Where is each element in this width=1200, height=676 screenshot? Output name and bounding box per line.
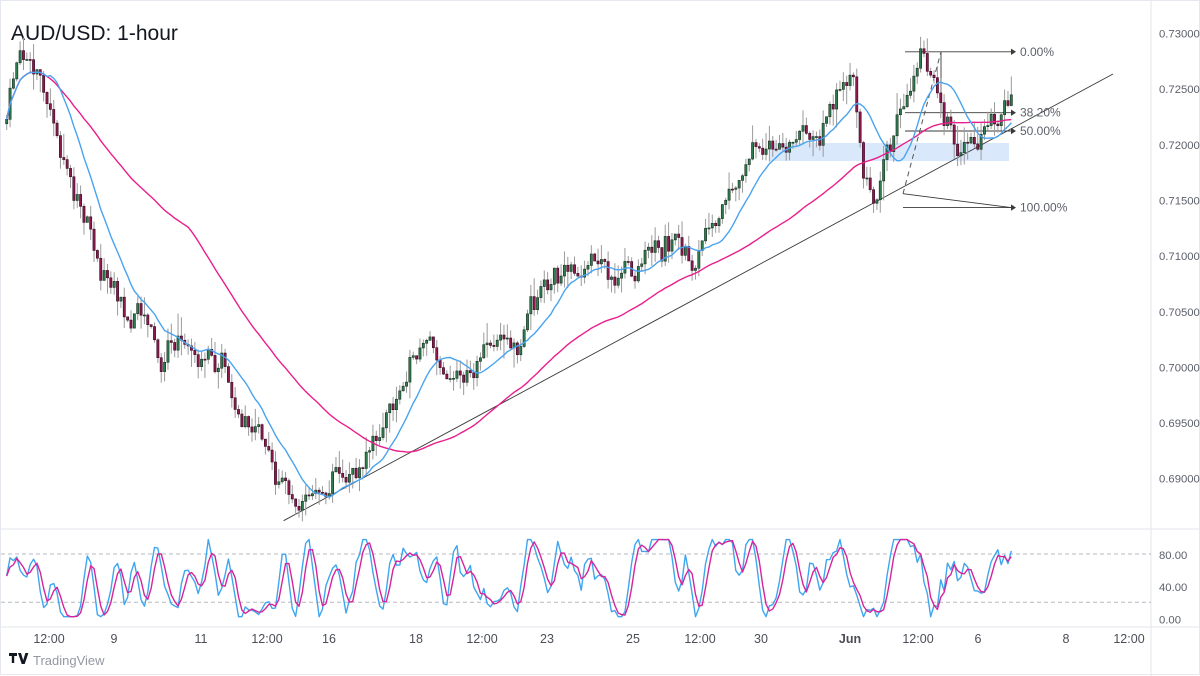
svg-text:0.71000: 0.71000 [1159,251,1200,263]
svg-text:18: 18 [409,632,423,646]
svg-text:100.00%: 100.00% [1020,201,1068,215]
svg-text:0.00: 0.00 [1159,614,1181,626]
svg-text:12:00: 12:00 [33,632,64,646]
svg-text:0.69500: 0.69500 [1159,418,1200,430]
svg-text:12:00: 12:00 [902,632,933,646]
svg-text:0.69000: 0.69000 [1159,474,1200,486]
svg-text:0.71500: 0.71500 [1159,195,1200,207]
svg-text:9: 9 [111,632,118,646]
svg-text:12:00: 12:00 [684,632,715,646]
svg-text:0.72000: 0.72000 [1159,140,1200,152]
svg-text:0.72500: 0.72500 [1159,84,1200,96]
svg-text:12:00: 12:00 [1113,632,1144,646]
svg-text:25: 25 [626,632,640,646]
svg-text:0.70000: 0.70000 [1159,362,1200,374]
svg-text:40.00: 40.00 [1159,582,1187,594]
svg-text:0.00%: 0.00% [1020,45,1054,59]
svg-text:50.00%: 50.00% [1020,124,1061,138]
svg-text:80.00: 80.00 [1159,550,1187,562]
svg-text:11: 11 [195,632,208,646]
svg-text:Jun: Jun [839,632,861,646]
svg-text:0.70500: 0.70500 [1159,307,1200,319]
svg-text:12:00: 12:00 [466,632,497,646]
svg-text:6: 6 [975,632,982,646]
svg-text:23: 23 [540,632,554,646]
svg-text:30: 30 [754,632,768,646]
svg-text:0.73000: 0.73000 [1159,29,1200,41]
svg-text:12:00: 12:00 [251,632,282,646]
svg-text:16: 16 [322,632,336,646]
svg-text:8: 8 [1063,632,1070,646]
svg-text:38.20%: 38.20% [1020,106,1061,120]
